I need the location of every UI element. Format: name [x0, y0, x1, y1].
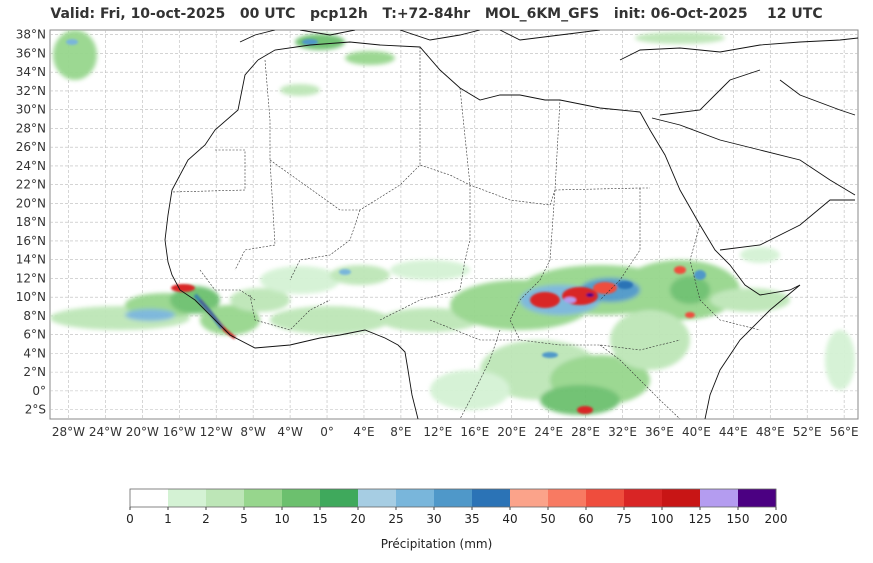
colorbar-tick-label: 40 [502, 512, 517, 526]
latitude-label: 32°N [16, 84, 46, 98]
colorbar-swatch [624, 489, 663, 507]
latitude-label: 18°N [16, 215, 46, 229]
colorbar-tick-label: 75 [616, 512, 631, 526]
latitude-label: 0° [32, 384, 46, 398]
colorbar-ticks: 0 1 2 5 10 15 20 25 30 35 40 50 60 75 100 125 150 200 [126, 507, 787, 526]
longitude-label: 16°W [163, 425, 196, 439]
colorbar-tick-label: 0 [126, 512, 134, 526]
colorbar-tick-label: 50 [540, 512, 555, 526]
colorbar-swatch [738, 489, 777, 507]
colorbar-tick-label: 15 [312, 512, 327, 526]
colorbar-tick-label: 200 [765, 512, 788, 526]
longitude-label: 4°E [353, 425, 374, 439]
latitude-label: 4°N [23, 346, 46, 360]
colorbar-tick-label: 5 [240, 512, 248, 526]
longitude-label: 12°W [200, 425, 233, 439]
colorbar-swatch [662, 489, 701, 507]
longitude-label: 24°E [534, 425, 563, 439]
colorbar-tick-label: 30 [426, 512, 441, 526]
precipitation-map: 38°N 36°N 34°N 32°N 30°N 28°N 26°N 24°N 22°N 20°N… [16, 28, 859, 439]
colorbar-swatch [700, 489, 739, 507]
colorbar-swatch [396, 489, 435, 507]
longitude-label: 20°E [497, 425, 526, 439]
latitude-label: 34°N [16, 65, 46, 79]
colorbar-tick-label: 100 [651, 512, 674, 526]
longitude-label: 40°E [682, 425, 711, 439]
colorbar-tick-label: 150 [727, 512, 750, 526]
colorbar-swatch [320, 489, 359, 507]
longitude-label: 20°W [126, 425, 159, 439]
longitude-label: 44°E [719, 425, 748, 439]
latitude-label: 28°N [16, 121, 46, 135]
latitude-label: 14°N [16, 253, 46, 267]
latitude-label: 12°N [16, 271, 46, 285]
latitude-label: 26°N [16, 140, 46, 154]
longitude-label: 8°W [240, 425, 266, 439]
colorbar-swatch [282, 489, 321, 507]
latitude-label: 22°N [16, 178, 46, 192]
latitude-label: 24°N [16, 159, 46, 173]
longitude-labels: 28°W 24°W 20°W 16°W 12°W 8°W 4°W 0° 4°E 8°E 12°E 16… [52, 425, 859, 439]
latitude-label: 30°N [16, 103, 46, 117]
colorbar-swatch [168, 489, 207, 507]
longitude-label: 12°E [423, 425, 452, 439]
colorbar-swatch [510, 489, 549, 507]
coastline [164, 30, 858, 419]
colorbar-tick-label: 25 [388, 512, 403, 526]
colorbar-tick-label: 1 [164, 512, 172, 526]
colorbar-swatch [244, 489, 283, 507]
longitude-label: 36°E [645, 425, 674, 439]
colorbar-swatch [206, 489, 245, 507]
colorbar-tick-label: 35 [464, 512, 479, 526]
latitude-label: 36°N [16, 46, 46, 60]
latitude-label: 2°N [23, 365, 46, 379]
longitude-label: 28°E [571, 425, 600, 439]
map-frame [49, 29, 859, 420]
colorbar-tick-label: 20 [350, 512, 365, 526]
longitude-label: 16°E [460, 425, 489, 439]
latitude-label: 6°N [23, 328, 46, 342]
longitude-label: 52°E [793, 425, 822, 439]
colorbar-swatch [472, 489, 511, 507]
longitude-label: 48°E [756, 425, 785, 439]
colorbar-swatches [130, 489, 777, 507]
country-borders [171, 47, 761, 419]
longitude-label: 28°W [52, 425, 85, 439]
longitude-label: 8°E [390, 425, 411, 439]
colorbar-tick-label: 10 [274, 512, 289, 526]
latitude-label: 38°N [16, 28, 46, 42]
colorbar-tick-label: 125 [689, 512, 712, 526]
colorbar-tick-label: 2 [202, 512, 210, 526]
longitude-label: 24°W [89, 425, 122, 439]
colorbar-swatch [358, 489, 397, 507]
colorbar-swatch [586, 489, 625, 507]
longitude-label: 32°E [608, 425, 637, 439]
colorbar-swatch [548, 489, 587, 507]
longitude-label: 4°W [277, 425, 303, 439]
latitude-labels: 38°N 36°N 34°N 32°N 30°N 28°N 26°N 24°N 22°N 20°N… [16, 28, 46, 417]
latitude-label: 16°N [16, 234, 46, 248]
latitude-label: 8°N [23, 309, 46, 323]
longitude-label: 0° [320, 425, 334, 439]
latitude-label: 2°S [25, 403, 46, 417]
latitude-label: 10°N [16, 290, 46, 304]
latitude-label: 20°N [16, 196, 46, 210]
colorbar-swatch [130, 489, 169, 507]
colorbar-tick-label: 60 [578, 512, 593, 526]
map-title: Valid: Fri, 10-oct-2025 00 UTC pcp12h T:… [50, 6, 823, 22]
colorbar-label: Précipitation (mm) [380, 537, 493, 551]
colorbar-swatch [434, 489, 473, 507]
longitude-label: 56°E [830, 425, 859, 439]
colorbar: 0 1 2 5 10 15 20 25 30 35 40 50 60 75 100 125 150 200 [126, 488, 787, 526]
